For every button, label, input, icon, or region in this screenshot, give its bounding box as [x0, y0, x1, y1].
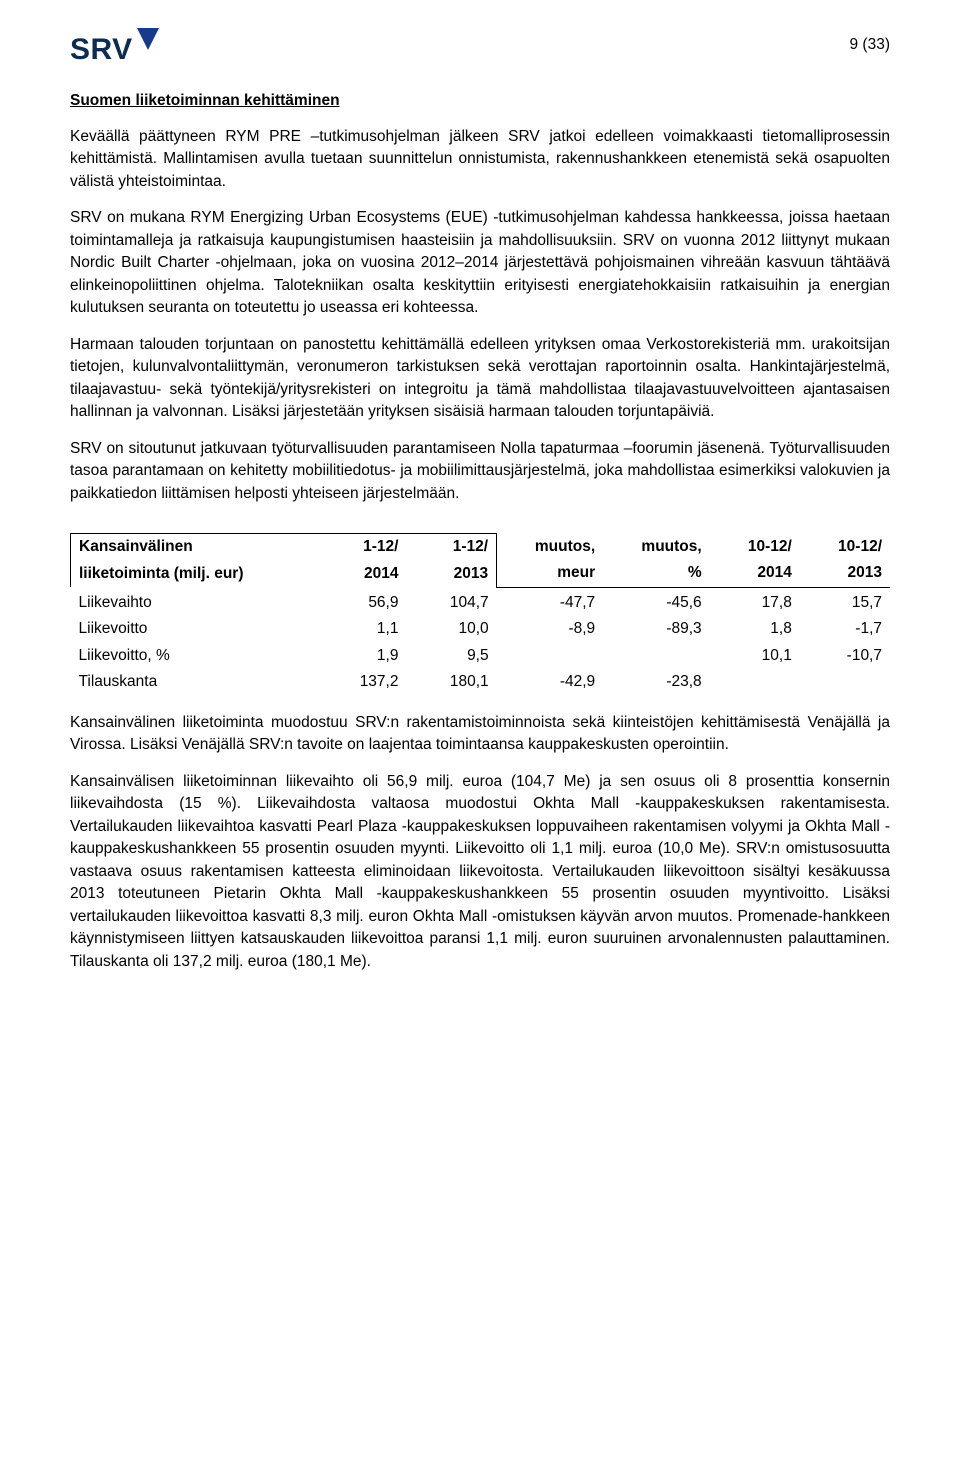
- table-cell: Liikevoitto: [71, 616, 317, 642]
- table-header: Kansainvälinen: [71, 534, 317, 561]
- table-cell: 1,9: [316, 643, 406, 669]
- table-row: Liikevaihto 56,9 104,7 -47,7 -45,6 17,8 …: [71, 587, 891, 616]
- table-cell: 9,5: [406, 643, 496, 669]
- table-cell: Liikevoitto, %: [71, 643, 317, 669]
- financial-table: Kansainvälinen 1-12/ 1-12/ muutos, muuto…: [70, 533, 890, 696]
- table-row: Liikevoitto, % 1,9 9,5 10,1 -10,7: [71, 643, 891, 669]
- table-cell: -10,7: [800, 643, 890, 669]
- table-cell: -89,3: [603, 616, 710, 642]
- table-row: Liikevoitto 1,1 10,0 -8,9 -89,3 1,8 -1,7: [71, 616, 891, 642]
- table-cell: -42,9: [497, 669, 604, 695]
- table-cell: 137,2: [316, 669, 406, 695]
- table-header: liiketoiminta (milj. eur): [71, 560, 317, 587]
- table-header: 2013: [406, 560, 496, 587]
- body-paragraph: Keväällä päättyneen RYM PRE –tutkimusohj…: [70, 126, 890, 193]
- logo-text: SRV: [70, 28, 133, 72]
- table-header: 10-12/: [800, 534, 890, 561]
- page-number: 9 (33): [850, 28, 891, 56]
- page-header: SRV 9 (33): [70, 28, 890, 72]
- table-header: 2014: [316, 560, 406, 587]
- table-header: 2014: [710, 560, 800, 587]
- table-cell: 1,1: [316, 616, 406, 642]
- table-header: %: [603, 560, 710, 587]
- table-cell: -1,7: [800, 616, 890, 642]
- table-cell: 10,0: [406, 616, 496, 642]
- table-cell: Liikevaihto: [71, 587, 317, 616]
- body-paragraph: SRV on sitoutunut jatkuvaan työturvallis…: [70, 438, 890, 505]
- srv-logo: SRV: [70, 28, 159, 72]
- table-cell: -45,6: [603, 587, 710, 616]
- logo-triangle-icon: [137, 28, 159, 54]
- body-paragraph: Harmaan talouden torjuntaan on panostett…: [70, 334, 890, 424]
- table-cell: 17,8: [710, 587, 800, 616]
- table-cell: 104,7: [406, 587, 496, 616]
- table-cell: [603, 643, 710, 669]
- table-row: Tilauskanta 137,2 180,1 -42,9 -23,8: [71, 669, 891, 695]
- table-cell: 10,1: [710, 643, 800, 669]
- section-title: Suomen liiketoiminnan kehittäminen: [70, 90, 890, 112]
- table-header: 10-12/: [710, 534, 800, 561]
- table-header: 1-12/: [316, 534, 406, 561]
- table-cell: -47,7: [497, 587, 604, 616]
- table-cell: -23,8: [603, 669, 710, 695]
- table-header: 2013: [800, 560, 890, 587]
- table-cell: 1,8: [710, 616, 800, 642]
- table-header: muutos,: [603, 534, 710, 561]
- table-header: 1-12/: [406, 534, 496, 561]
- table-cell: 15,7: [800, 587, 890, 616]
- table-cell: -8,9: [497, 616, 604, 642]
- table-header: muutos,: [497, 534, 604, 561]
- table-cell: Tilauskanta: [71, 669, 317, 695]
- body-paragraph: SRV on mukana RYM Energizing Urban Ecosy…: [70, 207, 890, 319]
- table-cell: 180,1: [406, 669, 496, 695]
- table-cell: [497, 643, 604, 669]
- table-cell: 56,9: [316, 587, 406, 616]
- body-paragraph: Kansainvälisen liiketoiminnan liikevaiht…: [70, 771, 890, 973]
- table-header: meur: [497, 560, 604, 587]
- body-paragraph: Kansainvälinen liiketoiminta muodostuu S…: [70, 712, 890, 757]
- table-cell: [710, 669, 800, 695]
- table-cell: [800, 669, 890, 695]
